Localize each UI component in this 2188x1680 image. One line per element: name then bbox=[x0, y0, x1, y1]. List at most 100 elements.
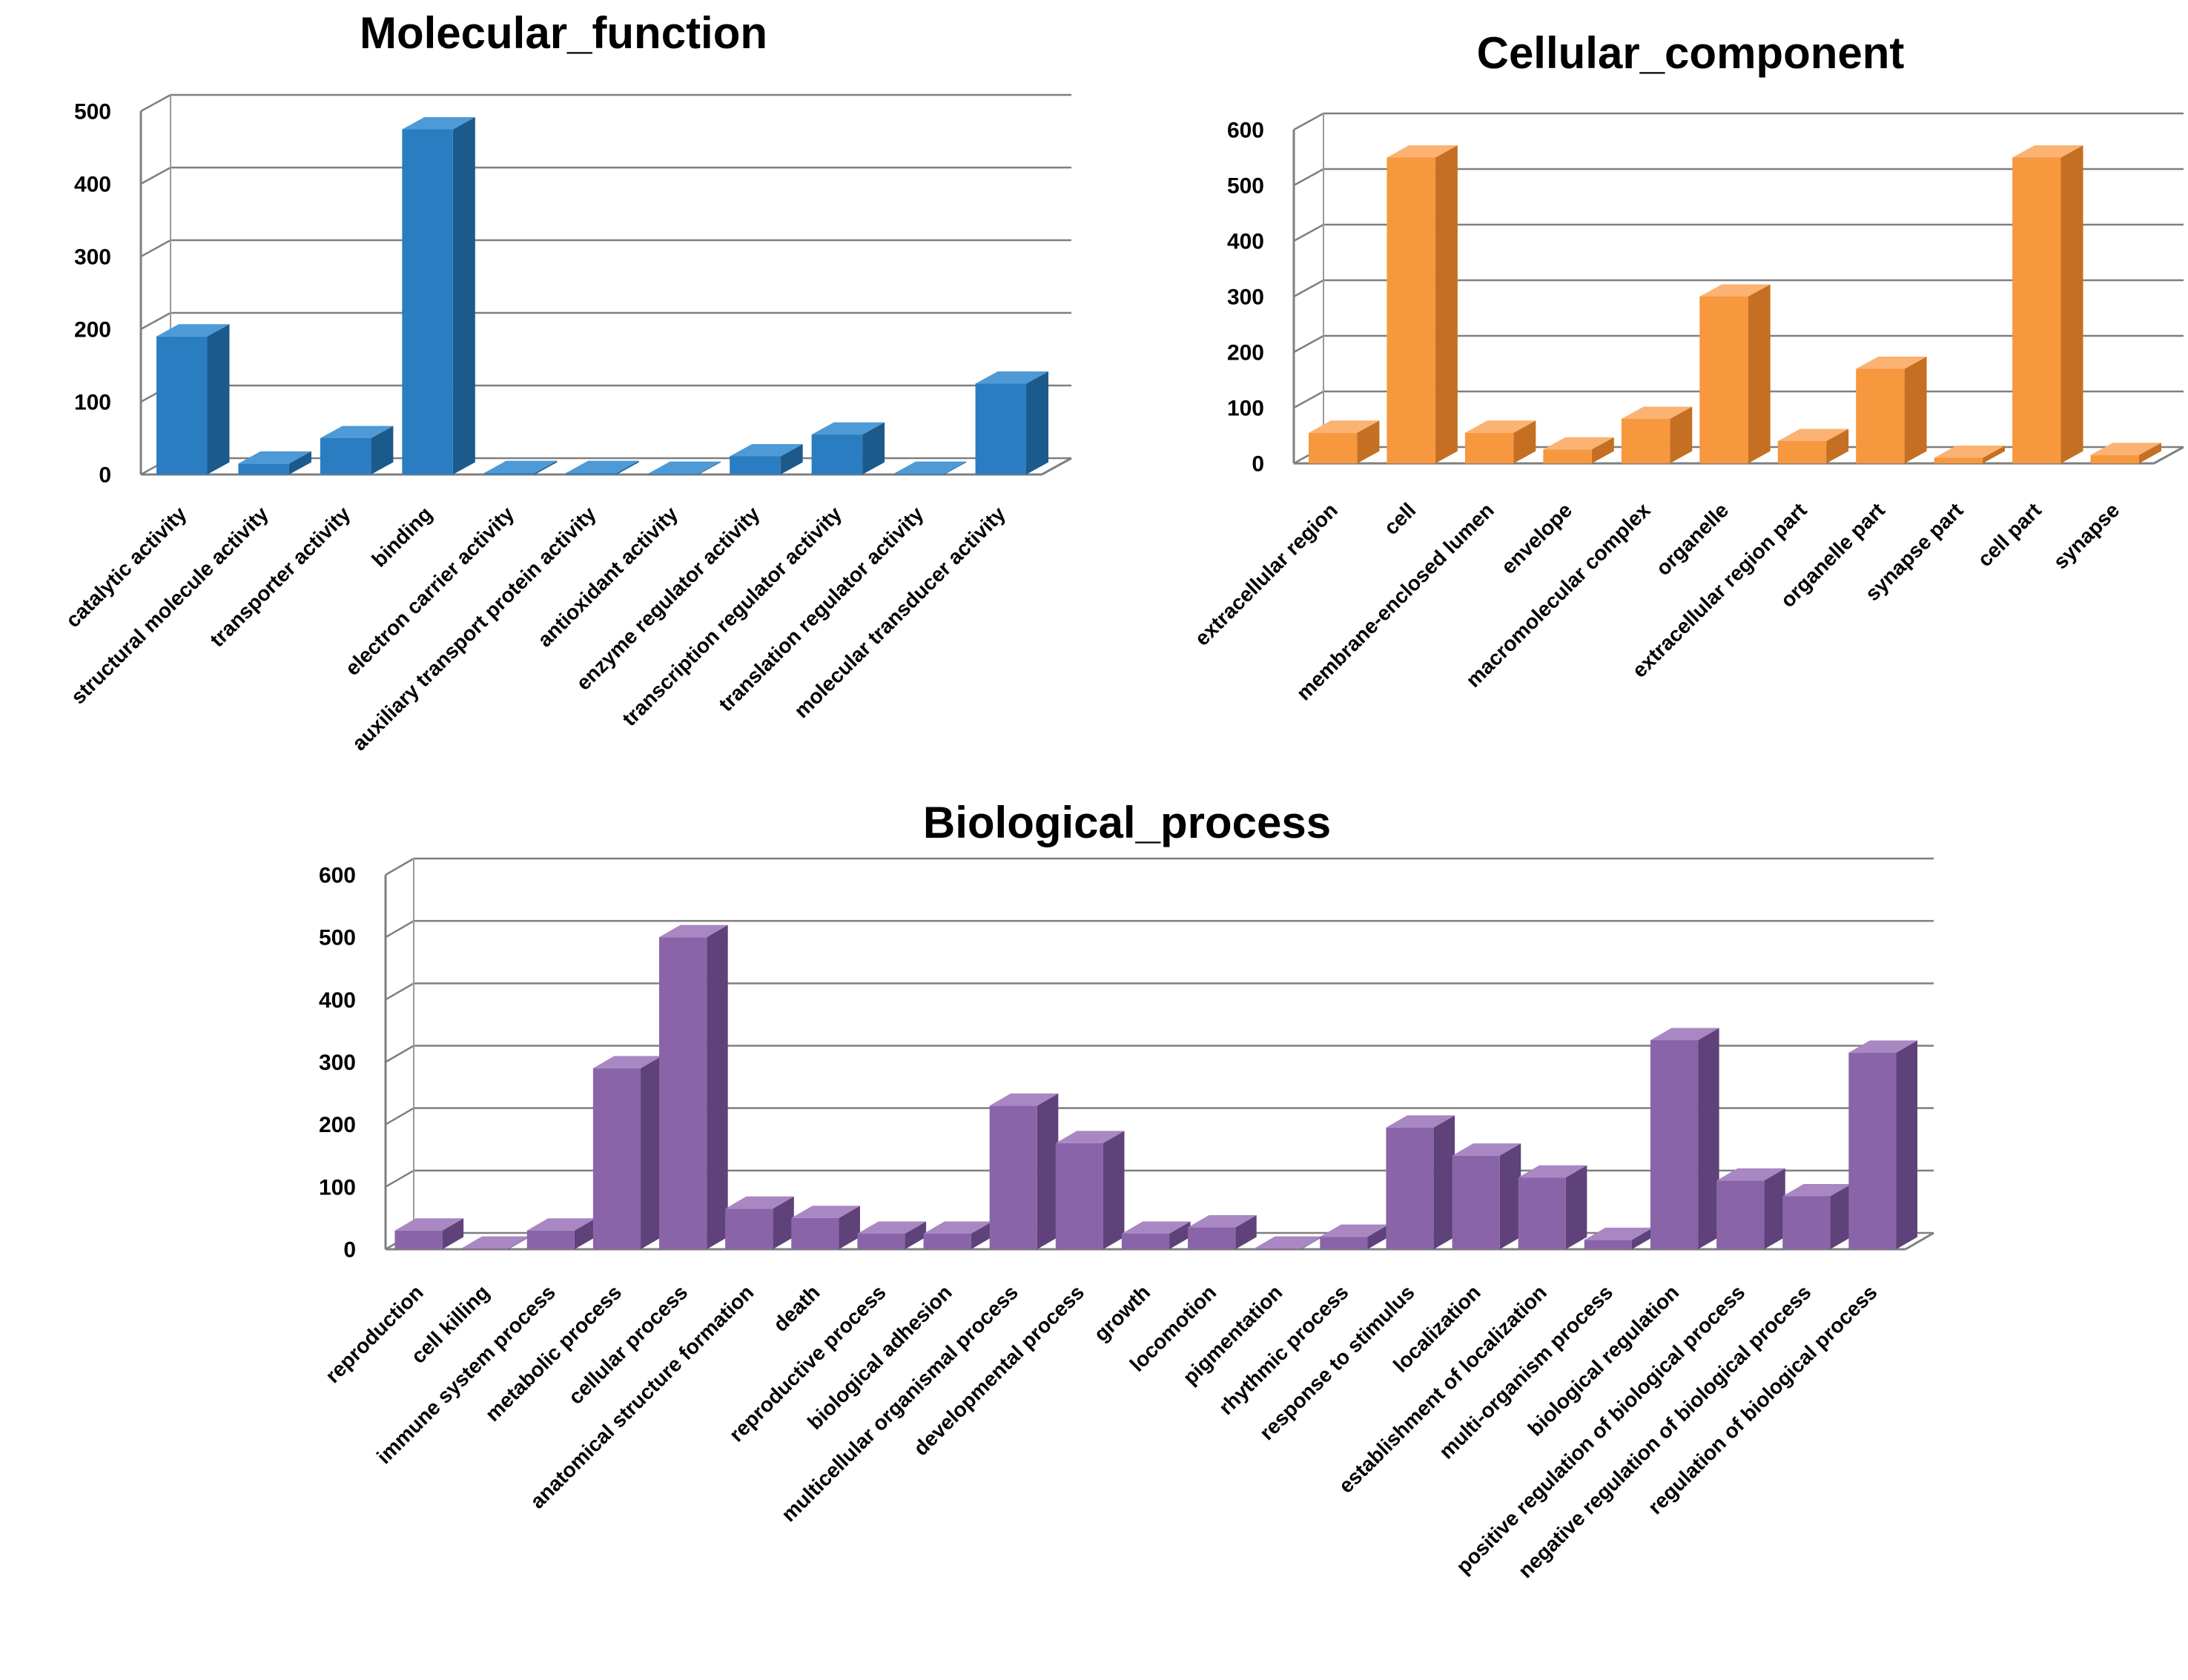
y-tick-label: 100 bbox=[319, 1175, 356, 1200]
floor-right-edge bbox=[1041, 457, 1072, 476]
bar-side bbox=[839, 1206, 860, 1249]
x-tick-labels: extracellular region cellmembrane-enclose… bbox=[1190, 498, 2123, 705]
gridline-depth bbox=[385, 1107, 414, 1125]
bar bbox=[526, 1230, 575, 1249]
gridline-depth bbox=[140, 93, 171, 113]
x-tick-label: envelope bbox=[1497, 498, 1577, 578]
bar-top bbox=[566, 460, 639, 474]
y-tick-label: 400 bbox=[1227, 230, 1264, 254]
bar bbox=[483, 473, 535, 474]
bar-cellular-process bbox=[659, 925, 728, 1249]
bar-side bbox=[574, 1218, 596, 1249]
bar bbox=[402, 129, 453, 474]
bar-top bbox=[725, 1196, 794, 1209]
y-tick-label: 100 bbox=[74, 391, 111, 415]
x-tick-label: binding bbox=[367, 502, 436, 571]
gridline-depth bbox=[385, 982, 414, 1001]
bar bbox=[1121, 1233, 1170, 1249]
bar-pigmentation bbox=[1254, 1236, 1323, 1249]
bar-side bbox=[1026, 371, 1049, 474]
bar-top bbox=[1464, 420, 1536, 433]
bar-biological-regulation bbox=[1650, 1028, 1719, 1249]
chart-title: Cellular_component bbox=[1477, 28, 1905, 78]
bar-side bbox=[1103, 1131, 1125, 1249]
bar bbox=[989, 1105, 1037, 1249]
gridline-depth bbox=[385, 1169, 414, 1188]
bar-death bbox=[791, 1206, 860, 1249]
bar-top bbox=[647, 461, 721, 474]
bar-side bbox=[1367, 1224, 1389, 1249]
bar bbox=[725, 1208, 773, 1249]
y-tick-label: 0 bbox=[343, 1238, 356, 1263]
bar-reproduction bbox=[394, 1218, 464, 1249]
chart-title: Molecular_function bbox=[360, 8, 767, 58]
bar-regulation-of-biological-process bbox=[1848, 1040, 1918, 1249]
bar-top bbox=[238, 451, 311, 464]
bar-side bbox=[452, 117, 475, 474]
bar-immune-system-process bbox=[526, 1218, 596, 1249]
bar-top bbox=[1386, 145, 1458, 158]
x-tick-label: cell bbox=[1379, 498, 1420, 539]
gridline-depth bbox=[140, 239, 171, 258]
y-tick-label: 300 bbox=[1227, 285, 1264, 310]
bar-extracellular-region-part bbox=[1777, 429, 1849, 463]
gridline-depth bbox=[140, 166, 171, 185]
floor-right-edge bbox=[2153, 446, 2184, 465]
bar-binding bbox=[402, 117, 475, 474]
bar bbox=[592, 1068, 641, 1249]
bar bbox=[1386, 1127, 1434, 1249]
bar-top bbox=[1584, 1227, 1653, 1240]
x-tick-label: growth bbox=[1089, 1280, 1154, 1346]
bar-top bbox=[1254, 1236, 1323, 1249]
bar-translation-regulator-activity bbox=[893, 461, 967, 474]
bar-side bbox=[1764, 1168, 1785, 1249]
bar bbox=[1782, 1196, 1831, 1249]
x-tick-label: organelle bbox=[1651, 498, 1733, 580]
bar-response-to-stimulus bbox=[1386, 1115, 1455, 1249]
bar-top bbox=[1188, 1215, 1257, 1228]
bar-side bbox=[1826, 429, 1849, 463]
bar-side bbox=[2138, 443, 2161, 463]
bar-top bbox=[730, 444, 803, 457]
bar-side bbox=[535, 460, 558, 474]
bar bbox=[1320, 1237, 1368, 1249]
bar-side bbox=[207, 324, 230, 474]
bar-side bbox=[944, 461, 967, 474]
bar-side bbox=[1513, 420, 1536, 463]
y-tick-label: 100 bbox=[1227, 397, 1264, 421]
bar bbox=[1856, 368, 1905, 463]
bar-top bbox=[1320, 1224, 1389, 1237]
x-tick-label: cell part bbox=[1973, 498, 2046, 571]
bar-localization bbox=[1452, 1143, 1521, 1249]
bar-side bbox=[1830, 1183, 1851, 1249]
bars bbox=[1309, 145, 2161, 463]
bar-top bbox=[1777, 429, 1849, 441]
bar-developmental-process bbox=[1055, 1131, 1125, 1249]
y-tick-label: 300 bbox=[74, 245, 111, 270]
bar bbox=[1621, 419, 1670, 463]
bar-top bbox=[460, 1236, 530, 1249]
bar-membrane-enclosed-lumen bbox=[1464, 420, 1536, 463]
bar-cell bbox=[1386, 145, 1458, 463]
bar-top bbox=[893, 461, 967, 474]
bar-top bbox=[923, 1221, 993, 1234]
bar-top bbox=[592, 1056, 662, 1068]
y-tick-label: 600 bbox=[319, 864, 356, 888]
bar bbox=[566, 473, 617, 474]
bar bbox=[1584, 1240, 1632, 1249]
bar bbox=[1464, 432, 1514, 463]
bar bbox=[1386, 157, 1435, 463]
bar bbox=[2090, 454, 2139, 463]
bar-top bbox=[320, 426, 394, 438]
bar-top bbox=[1699, 284, 1771, 297]
bar-top bbox=[2012, 145, 2083, 158]
bar-top bbox=[1543, 437, 1614, 450]
bar bbox=[156, 336, 208, 474]
bar-envelope bbox=[1543, 437, 1614, 463]
y-tick-label: 500 bbox=[74, 100, 111, 125]
bar bbox=[394, 1230, 443, 1249]
bar-establishment-of-localization bbox=[1518, 1165, 1587, 1249]
